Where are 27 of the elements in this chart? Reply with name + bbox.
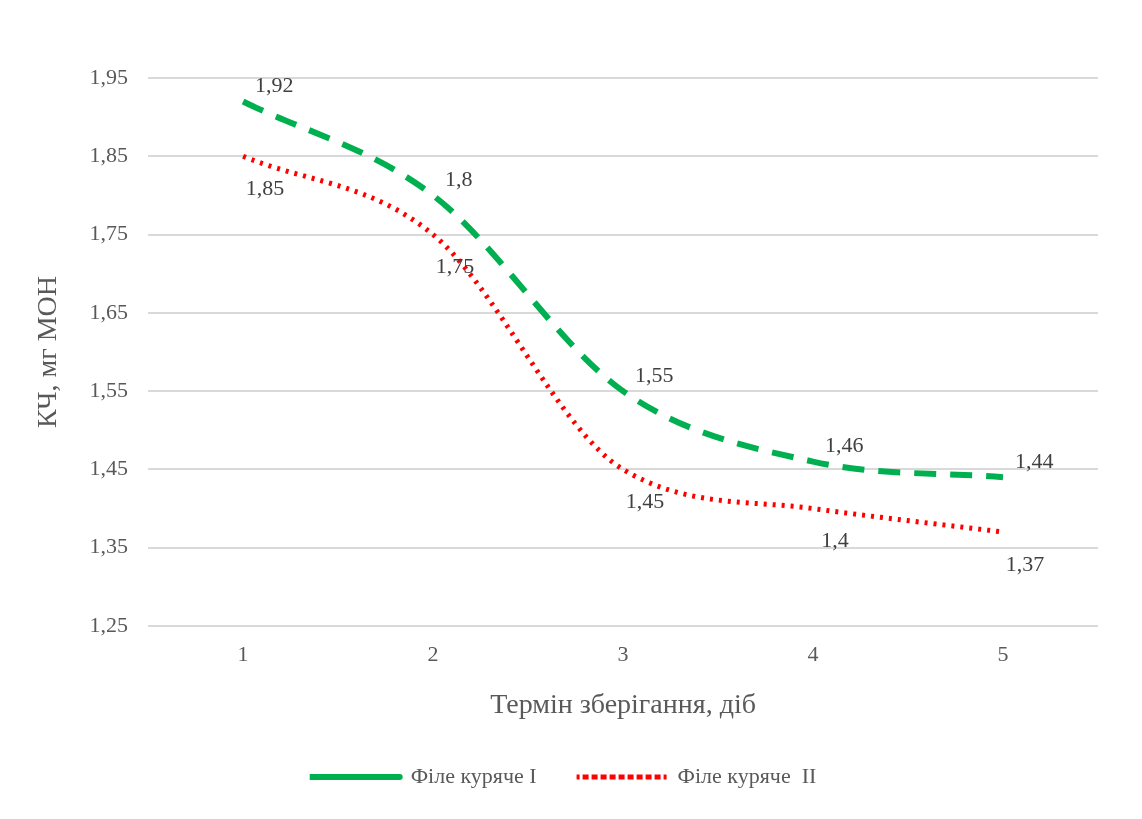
y-tick-label: 1,55 xyxy=(89,376,129,402)
legend-label: Філе куряче II xyxy=(677,762,817,788)
data-label: 1,37 xyxy=(1005,550,1045,576)
data-label: 1,75 xyxy=(435,253,475,279)
data-label: 1,55 xyxy=(635,361,674,387)
x-tick-label: 5 xyxy=(997,640,1009,666)
data-label: 1,45 xyxy=(625,488,665,514)
x-tick-label: 2 xyxy=(427,640,439,666)
data-label: 1,8 xyxy=(445,166,473,192)
y-axis-title: КЧ, мг МОН xyxy=(31,275,63,429)
x-tick-label: 1 xyxy=(237,640,249,666)
x-tick-label: 4 xyxy=(807,640,819,666)
data-label: 1,85 xyxy=(245,175,285,201)
x-tick-label: 3 xyxy=(617,640,629,666)
y-tick-label: 1,75 xyxy=(89,220,129,246)
y-tick-label: 1,85 xyxy=(89,142,129,168)
y-tick-label: 1,35 xyxy=(89,533,129,559)
data-label: 1,44 xyxy=(1015,448,1054,474)
y-tick-label: 1,65 xyxy=(89,298,129,324)
y-tick-label: 1,25 xyxy=(89,611,129,637)
y-tick-label: 1,95 xyxy=(89,63,129,89)
y-tick-label: 1,45 xyxy=(89,455,129,481)
data-label: 1,4 xyxy=(821,527,849,553)
legend-label: Філе куряче I xyxy=(410,762,537,788)
data-label: 1,92 xyxy=(255,72,294,98)
x-axis-title: Термін зберігання, діб xyxy=(490,687,756,719)
data-label: 1,46 xyxy=(825,432,864,458)
